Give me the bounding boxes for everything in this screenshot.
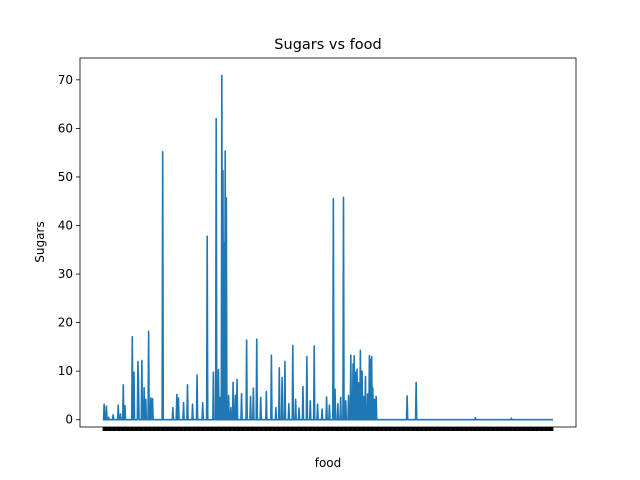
y-tick-label: 30 [58, 267, 73, 281]
y-tick-label: 20 [58, 316, 73, 330]
y-tick-label: 0 [65, 413, 73, 427]
plot-area [102, 74, 554, 421]
x-axis-ticks [102, 427, 554, 431]
y-tick-label: 50 [58, 170, 73, 184]
y-tick-label: 70 [58, 73, 73, 87]
y-tick-label: 60 [58, 121, 73, 135]
axes-frame [79, 57, 577, 428]
series-line [102, 74, 554, 421]
y-tick-label: 40 [58, 219, 73, 233]
y-tick-label: 10 [58, 364, 73, 378]
chart-title: Sugars vs food [274, 37, 381, 53]
y-axis-ticks: 0 10 20 30 40 50 60 70 [58, 73, 80, 427]
y-axis-label: Sugars [33, 221, 47, 262]
x-axis-label: food [315, 456, 342, 470]
